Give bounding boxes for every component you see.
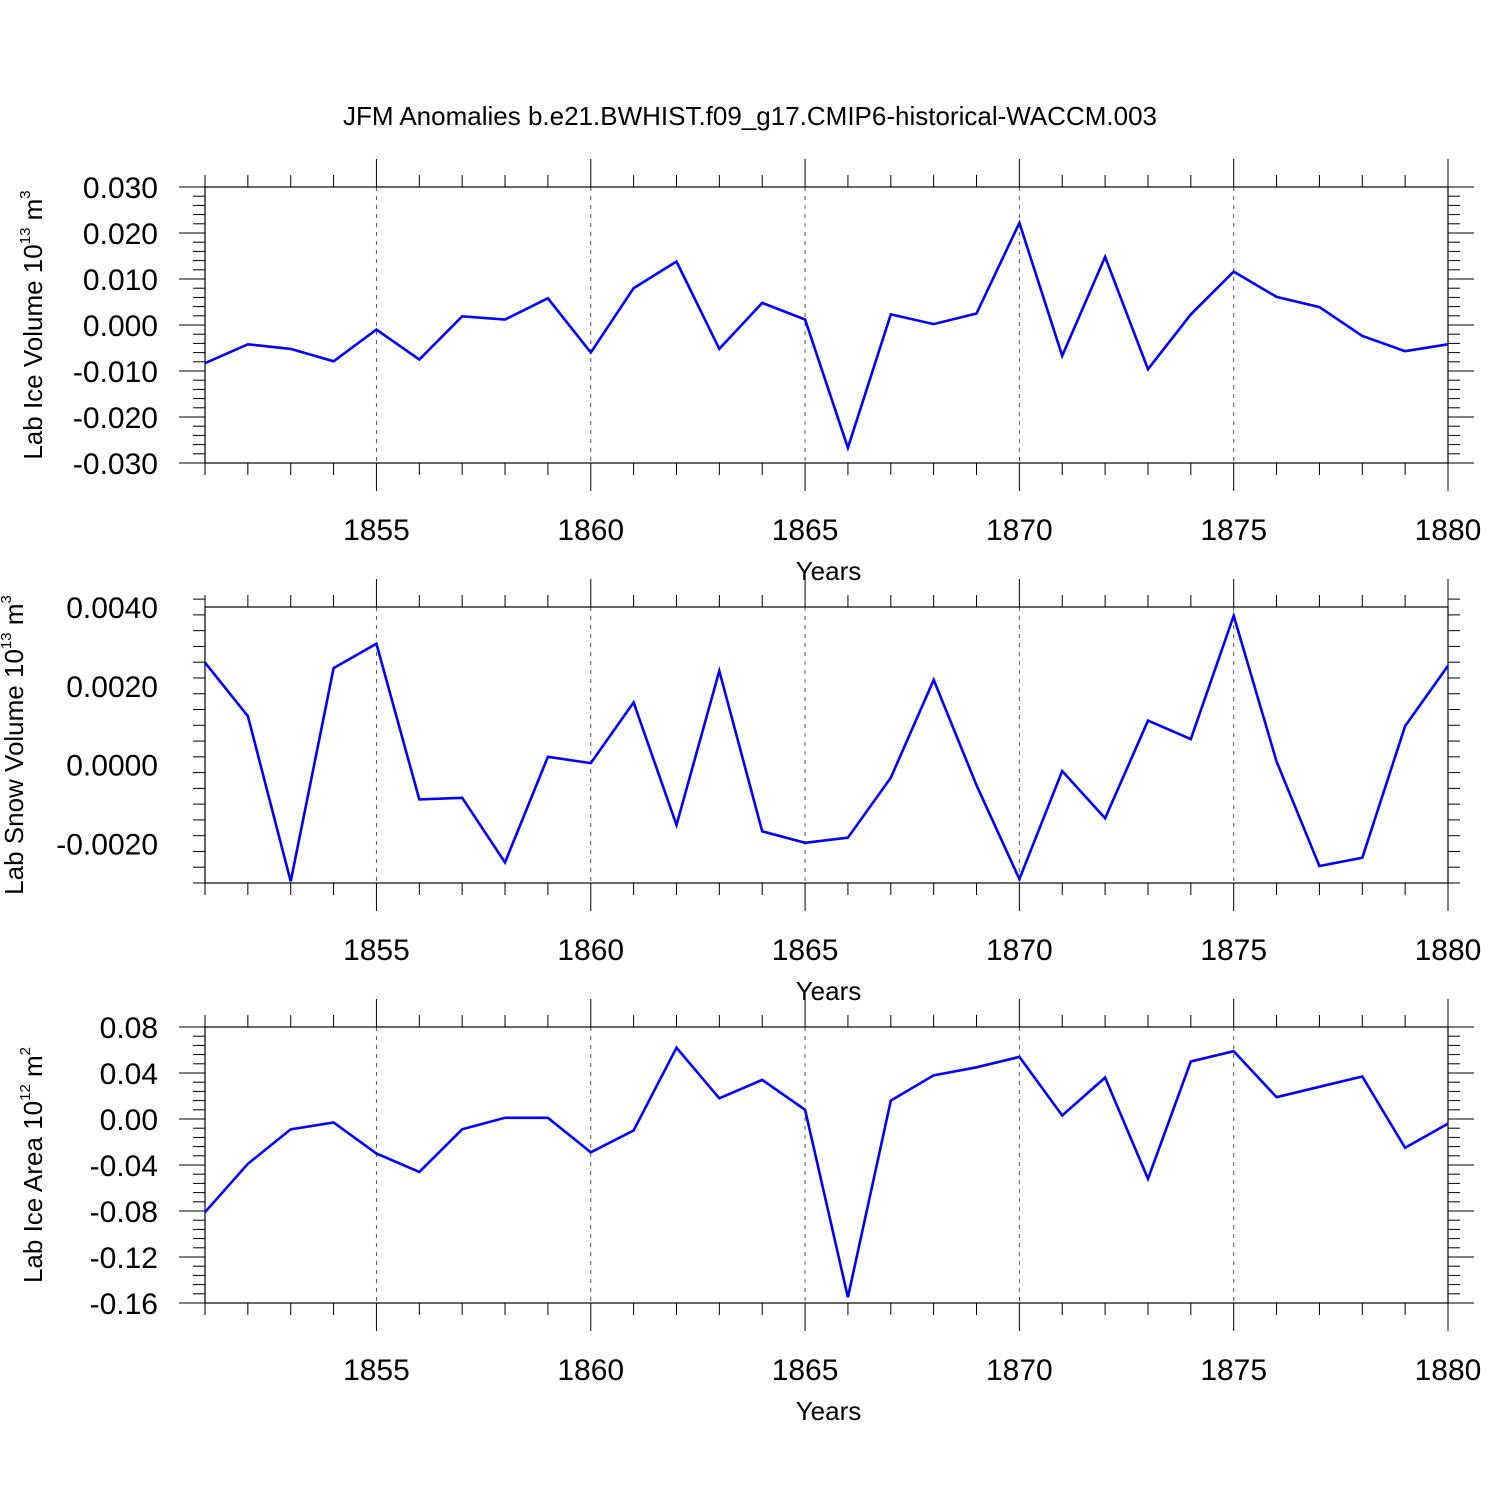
y-tick-label: 0.020	[83, 218, 158, 251]
x-tick-label: 1870	[986, 514, 1053, 547]
x-tick-label: 1860	[557, 514, 624, 547]
y-tick-label: 0.0040	[66, 592, 158, 625]
series-line	[204, 219, 1449, 452]
x-tick-label: 1860	[557, 1354, 624, 1387]
plot-frame	[204, 606, 1449, 884]
y-tick-label: 0.0000	[66, 750, 158, 783]
y-tick-label: -0.04	[90, 1150, 158, 1183]
y-axis-label: Lab Snow Volume 1013 m3	[0, 595, 29, 895]
y-tick-label: 0.000	[83, 310, 158, 343]
y-tick-label: 0.030	[83, 172, 158, 205]
x-tick-label: 1880	[1415, 514, 1482, 547]
x-tick-label: 1880	[1415, 934, 1482, 967]
y-tick-label: 0.0020	[66, 671, 158, 704]
y-tick-label: -0.12	[90, 1242, 158, 1275]
x-tick-label: 1855	[343, 934, 410, 967]
y-axis-label: Lab Ice Volume 1013 m3	[17, 190, 48, 459]
x-axis-label: Years	[796, 556, 862, 586]
x-tick-label: 1870	[986, 934, 1053, 967]
x-tick-label: 1875	[1200, 514, 1267, 547]
x-tick-label: 1875	[1200, 1354, 1267, 1387]
y-tick-label: -0.010	[73, 356, 158, 389]
y-tick-label: -0.030	[73, 448, 158, 481]
chart-panels: -0.030 -0.020 -0.010 0.000 0.010 0.020 0.030 18…	[0, 159, 1481, 1426]
x-tick-label: 1865	[772, 934, 839, 967]
y-tick-label: 0.010	[83, 264, 158, 297]
y-axis-label: Lab Ice Area 1012 m2	[17, 1047, 48, 1283]
y-tick-label: -0.16	[90, 1288, 158, 1321]
x-tick-label: 1880	[1415, 1354, 1482, 1387]
x-tick-label: 1855	[343, 1354, 410, 1387]
x-tick-label: 1870	[986, 1354, 1053, 1387]
plot-frame	[204, 186, 1449, 464]
x-axis-label: Years	[796, 976, 862, 1006]
x-axis-label: Years	[796, 1396, 862, 1426]
chart-panel-1: -0.030 -0.020 -0.010 0.000 0.010 0.020 0.030 18…	[17, 159, 1481, 586]
y-tick-label: -0.0020	[56, 829, 158, 862]
chart-panel-3: -0.16 -0.12 -0.08 -0.04 0.00 0.04 0.08 1855 1860…	[17, 999, 1481, 1426]
y-tick-label: -0.08	[90, 1196, 158, 1229]
y-tick-label: 0.00	[100, 1104, 158, 1137]
x-tick-label: 1865	[772, 514, 839, 547]
chart-title: JFM Anomalies b.e21.BWHIST.f09_g17.CMIP6…	[343, 101, 1157, 131]
x-tick-label: 1855	[343, 514, 410, 547]
series-line	[203, 611, 1450, 883]
chart-panel-2: -0.0020 0.0000 0.0020 0.0040 1855 1860 1865 187…	[0, 579, 1481, 1006]
x-tick-label: 1860	[557, 934, 624, 967]
y-tick-label: 0.08	[100, 1012, 158, 1045]
series-line	[204, 1045, 1449, 1298]
x-tick-label: 1865	[772, 1354, 839, 1387]
y-tick-label: -0.020	[73, 402, 158, 435]
y-tick-label: 0.04	[100, 1058, 158, 1091]
x-tick-label: 1875	[1200, 934, 1267, 967]
plot-frame	[204, 1026, 1449, 1304]
